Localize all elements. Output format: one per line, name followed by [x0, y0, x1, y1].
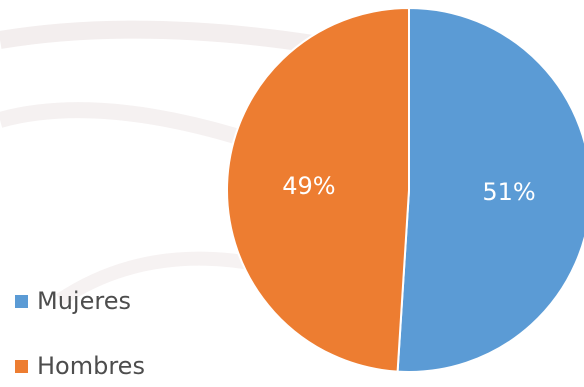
legend-label-mujeres: Mujeres: [37, 287, 131, 315]
data-label-hombres: 49%: [282, 172, 335, 200]
legend-item-mujeres: Mujeres: [15, 284, 131, 318]
data-label-mujeres: 51%: [482, 178, 535, 206]
legend-label-hombres: Hombres: [37, 352, 145, 380]
pie-slice-hombres: [226, 6, 410, 373]
legend-item-hombres: Hombres: [15, 349, 145, 383]
pie-slice-mujeres: [396, 6, 584, 373]
legend-swatch-mujeres: [15, 294, 28, 308]
legend-swatch-hombres: [15, 359, 28, 373]
